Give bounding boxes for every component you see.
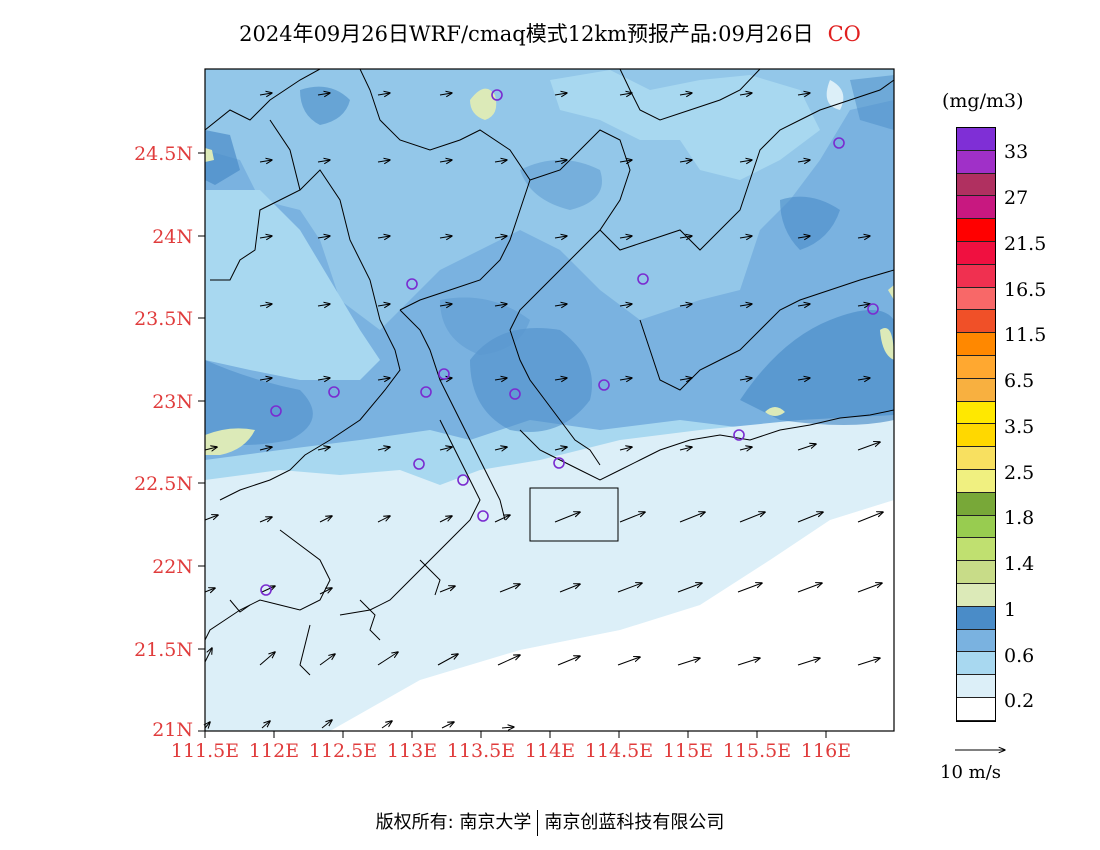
color-scale-segment — [957, 424, 995, 448]
lon-label: 111.5E — [170, 740, 240, 762]
circle-marker-icon — [491, 89, 503, 101]
color-scale-segment — [957, 515, 995, 539]
color-scale-segment — [957, 264, 995, 288]
lon-label: 114.5E — [584, 740, 654, 762]
chart-title: 2024年09月26日WRF/cmaq模式12km预报产品:09月26日 CO — [0, 18, 1100, 48]
circle-marker-icon — [477, 510, 489, 522]
legend-label: 33 — [1004, 141, 1029, 163]
copyright-right: 南京创蓝科技有限公司 — [544, 812, 725, 833]
lon-label: 115E — [662, 740, 714, 762]
color-scale-segment — [957, 697, 995, 721]
lat-label: 21.5N — [134, 639, 193, 661]
copyright-footer: 版权所有: 南京大学 南京创蓝科技有限公司 — [0, 808, 1100, 836]
legend-label: 2.5 — [1004, 462, 1035, 484]
legend-label: 16.5 — [1004, 279, 1047, 301]
circle-marker-icon — [553, 457, 565, 469]
circle-marker-icon — [260, 584, 272, 596]
reference-vector-label: 10 m/s — [940, 762, 1001, 783]
chart-title-main: 2024年09月26日WRF/cmaq模式12km预报产品:09月26日 — [239, 22, 814, 46]
color-scale-segment — [957, 675, 995, 698]
lat-label: 24.5N — [134, 143, 193, 165]
legend-units: (mg/m3) — [942, 90, 1024, 112]
legend-label: 21.5 — [1004, 233, 1047, 255]
color-scale-segment — [957, 310, 995, 334]
color-scale-segment — [957, 492, 995, 516]
lon-label: 115.5E — [722, 740, 792, 762]
color-scale-segment — [957, 538, 995, 562]
circle-marker-icon — [328, 386, 340, 398]
color-scale-segment — [957, 128, 995, 151]
legend-label: 1.8 — [1004, 507, 1035, 529]
circle-marker-icon — [598, 379, 610, 391]
color-scale-segment — [957, 469, 995, 493]
lon-label: 114E — [524, 740, 576, 762]
circle-marker-icon — [867, 303, 879, 315]
wind-vectors — [205, 93, 883, 728]
lon-label: 113E — [386, 740, 438, 762]
lat-label: 24N — [152, 226, 193, 248]
circle-marker-icon — [833, 137, 845, 149]
legend-label: 11.5 — [1004, 324, 1047, 346]
lat-label: 23N — [152, 391, 193, 413]
circle-marker-icon — [733, 429, 745, 441]
color-scale-bar — [956, 127, 996, 722]
copyright-left: 版权所有: 南京大学 — [375, 812, 532, 833]
color-scale-segment — [957, 287, 995, 311]
lon-label: 112.5E — [308, 740, 378, 762]
lat-label: 23.5N — [134, 308, 193, 330]
color-scale-segment — [957, 378, 995, 402]
lat-label: 21N — [152, 719, 193, 741]
color-scale-segment — [957, 196, 995, 220]
circle-marker-icon — [270, 405, 282, 417]
lon-label: 112E — [248, 740, 300, 762]
circle-marker-icon — [637, 273, 649, 285]
station-markers — [260, 89, 879, 596]
legend-label: 1 — [1004, 599, 1017, 621]
circle-marker-icon — [420, 386, 432, 398]
legend-label: 3.5 — [1004, 416, 1035, 438]
color-scale-segment — [957, 606, 995, 630]
lat-label: 22.5N — [134, 473, 193, 495]
circle-marker-icon — [413, 458, 425, 470]
legend-label: 27 — [1004, 187, 1029, 209]
color-scale-segment — [957, 333, 995, 356]
axis-ticks — [198, 152, 827, 738]
lon-label: 116E — [800, 740, 852, 762]
color-scale-segment — [957, 355, 995, 379]
color-scale-segment — [957, 150, 995, 174]
color-scale-segment — [957, 241, 995, 265]
color-scale-segment — [957, 447, 995, 470]
color-scale-segment — [957, 583, 995, 607]
color-scale-segment — [957, 561, 995, 584]
boundary-lines — [205, 69, 894, 676]
concentration-field — [205, 69, 894, 731]
circle-marker-icon — [438, 368, 450, 380]
color-scale-segment — [957, 173, 995, 197]
circle-marker-icon — [509, 388, 521, 400]
legend-label: 1.4 — [1004, 553, 1035, 575]
circle-marker-icon — [457, 474, 469, 486]
lat-label: 22N — [152, 556, 193, 578]
footer-divider — [537, 810, 539, 836]
color-scale-segment — [957, 629, 995, 653]
color-scale-segment — [957, 652, 995, 676]
legend-label: 0.2 — [1004, 690, 1035, 712]
color-scale-segment — [957, 219, 995, 242]
legend-label: 6.5 — [1004, 370, 1035, 392]
lon-label: 113.5E — [446, 740, 516, 762]
color-scale-segment — [957, 401, 995, 425]
legend-label: 0.6 — [1004, 645, 1035, 667]
circle-marker-icon — [406, 278, 418, 290]
pollutant-label: CO — [827, 22, 861, 46]
